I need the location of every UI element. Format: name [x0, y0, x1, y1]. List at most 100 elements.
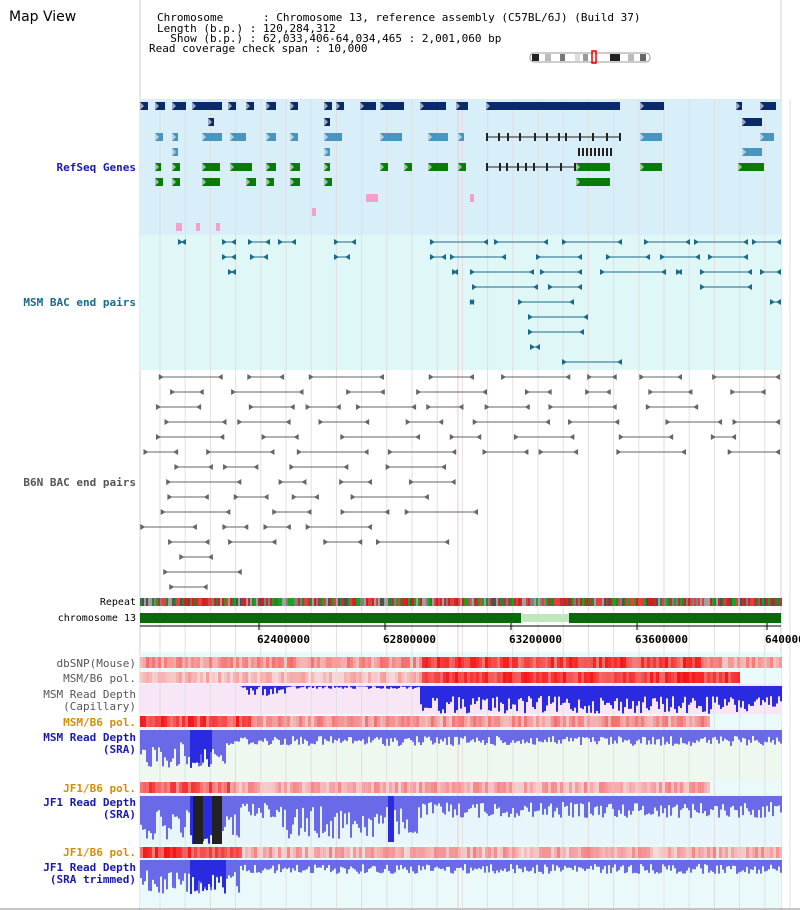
depth-bar [676, 686, 678, 713]
depth-bar [564, 686, 566, 703]
depth-bar [330, 730, 332, 737]
depth-bar [492, 860, 494, 872]
bac-end-arrow [468, 374, 474, 380]
heat-cell [341, 672, 344, 683]
depth-bar [420, 796, 422, 818]
depth-bar [620, 860, 622, 867]
heat-cell [353, 782, 356, 793]
depth-bar [436, 686, 438, 699]
heat-cell [422, 716, 425, 727]
depth-bar [754, 730, 756, 741]
depth-bar [500, 860, 502, 870]
msm-capillary-depth-label-1[interactable]: MSM Read Depth [43, 688, 136, 701]
msm-sra-depth-label-1[interactable]: MSM Read Depth [43, 731, 136, 744]
repeat-segment [434, 598, 436, 606]
depth-bar [582, 860, 584, 869]
depth-bar [214, 860, 216, 890]
heat-cell [635, 782, 638, 793]
gene-exon [606, 148, 608, 156]
dbsnp-track-label[interactable]: dbSNP(Mouse) [56, 657, 136, 670]
heat-cell [677, 716, 680, 727]
depth-bar [522, 860, 524, 873]
depth-bar [306, 730, 308, 742]
heat-cell [290, 657, 293, 668]
bac-end-arrow [536, 254, 541, 260]
depth-bar [734, 730, 736, 737]
jf1-b6-pol-label[interactable]: JF1/B6 pol. [63, 782, 136, 795]
heat-cell [563, 672, 566, 683]
repeat-segment [150, 598, 152, 606]
heat-cell [461, 782, 464, 793]
heat-cell [425, 657, 428, 668]
heat-cell [539, 716, 542, 727]
jf1-trimmed-depth-label-1[interactable]: JF1 Read Depth [43, 861, 136, 874]
heat-cell [146, 782, 149, 793]
refseq-track-label[interactable]: RefSeq Genes [56, 161, 136, 174]
depth-bar [432, 730, 434, 745]
depth-bar [562, 796, 564, 803]
msm-b6-pol-sra-label[interactable]: MSM/B6 pol. [63, 716, 136, 729]
depth-bar [368, 730, 370, 737]
heat-cell [305, 847, 308, 858]
depth-bar [546, 686, 548, 706]
depth-bar [298, 730, 300, 745]
repeat-segment [386, 598, 388, 606]
heat-cell [566, 672, 569, 683]
depth-bar [344, 686, 346, 688]
bac-end-arrow [752, 239, 757, 245]
heat-cell [695, 657, 698, 668]
depth-bar [726, 796, 728, 816]
heat-cell [542, 672, 545, 683]
heat-cell [149, 657, 152, 668]
depth-bar [214, 730, 216, 755]
b6n-bac-track-label[interactable]: B6N BAC end pairs [23, 476, 136, 489]
repeat-segment [680, 598, 682, 606]
depth-bar [322, 796, 324, 834]
repeat-segment [642, 598, 644, 606]
jf1-b6-pol-trimmed-label[interactable]: JF1/B6 pol. [63, 846, 136, 859]
heat-cell [239, 716, 242, 727]
bac-end-arrow [677, 269, 682, 275]
msm-bac-track-label[interactable]: MSM BAC end pairs [23, 296, 136, 309]
heat-cell [221, 847, 224, 858]
heat-cell [356, 847, 359, 858]
heat-cell [713, 847, 716, 858]
bac-end-arrow [155, 434, 161, 440]
depth-bar [634, 860, 636, 873]
heat-cell [254, 672, 257, 683]
bac-end-arrow [334, 239, 339, 245]
heat-cell [164, 847, 167, 858]
depth-bar [764, 860, 766, 872]
heat-cell [479, 847, 482, 858]
heat-cell [359, 782, 362, 793]
depth-bar [574, 796, 576, 805]
depth-bar [572, 730, 574, 742]
repeat-segment [278, 598, 280, 606]
depth-bar [502, 730, 504, 744]
depth-bar [446, 860, 448, 867]
heat-cell [671, 847, 674, 858]
repeat-segment [156, 598, 158, 606]
heat-cell [320, 782, 323, 793]
heat-cell [212, 657, 215, 668]
jf1-sra-depth-label-1[interactable]: JF1 Read Depth [43, 796, 136, 809]
depth-bar [518, 686, 520, 700]
depth-bar [332, 860, 334, 871]
bac-end-arrow [611, 374, 617, 380]
heat-cell [335, 847, 338, 858]
heat-cell [224, 847, 227, 858]
depth-bar [408, 860, 410, 873]
heat-cell [299, 657, 302, 668]
heat-cell [617, 672, 620, 683]
depth-bar [342, 730, 344, 742]
depth-bar [392, 860, 394, 874]
depth-bar [740, 796, 742, 807]
msm-b6-pol-label[interactable]: MSM/B6 pol. [63, 672, 136, 685]
depth-bar [732, 796, 734, 806]
heat-cell [209, 782, 212, 793]
heat-cell [368, 716, 371, 727]
depth-bar [740, 686, 742, 708]
heat-cell [407, 782, 410, 793]
depth-bar [270, 860, 272, 869]
